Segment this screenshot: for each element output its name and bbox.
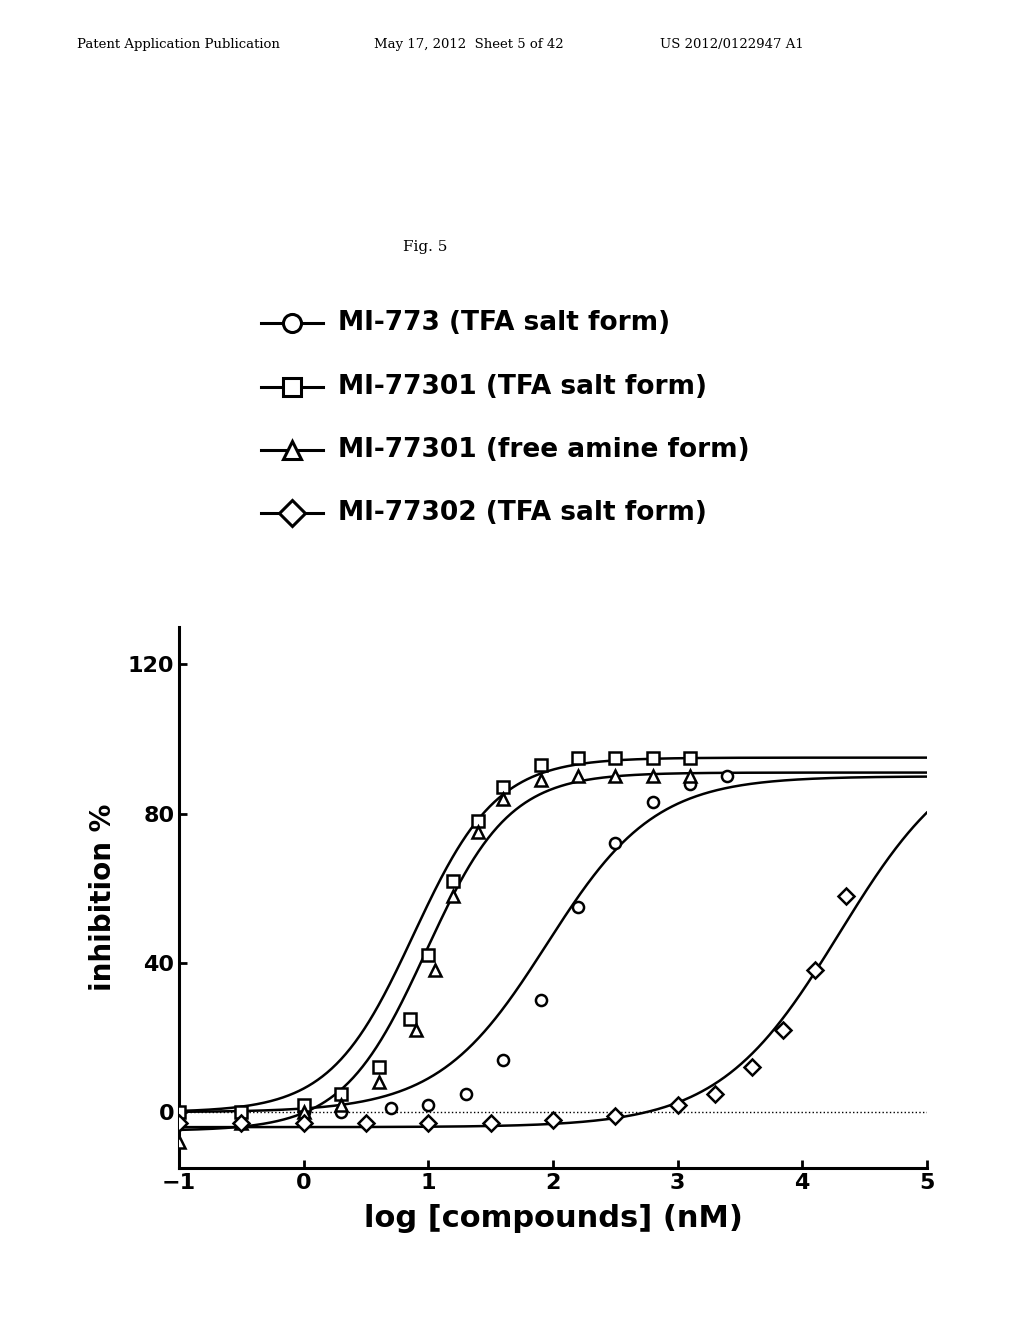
Text: MI-77302 (TFA salt form): MI-77302 (TFA salt form) — [338, 500, 707, 527]
Text: MI-77301 (free amine form): MI-77301 (free amine form) — [338, 437, 750, 463]
Text: May 17, 2012  Sheet 5 of 42: May 17, 2012 Sheet 5 of 42 — [374, 37, 563, 50]
Y-axis label: inhibition %: inhibition % — [89, 804, 117, 991]
Text: US 2012/0122947 A1: US 2012/0122947 A1 — [660, 37, 804, 50]
Text: Fig. 5: Fig. 5 — [402, 240, 447, 253]
Text: MI-773 (TFA salt form): MI-773 (TFA salt form) — [338, 310, 670, 337]
Text: Patent Application Publication: Patent Application Publication — [77, 37, 280, 50]
Text: MI-77301 (TFA salt form): MI-77301 (TFA salt form) — [338, 374, 707, 400]
X-axis label: log [compounds] (nM): log [compounds] (nM) — [364, 1204, 742, 1233]
